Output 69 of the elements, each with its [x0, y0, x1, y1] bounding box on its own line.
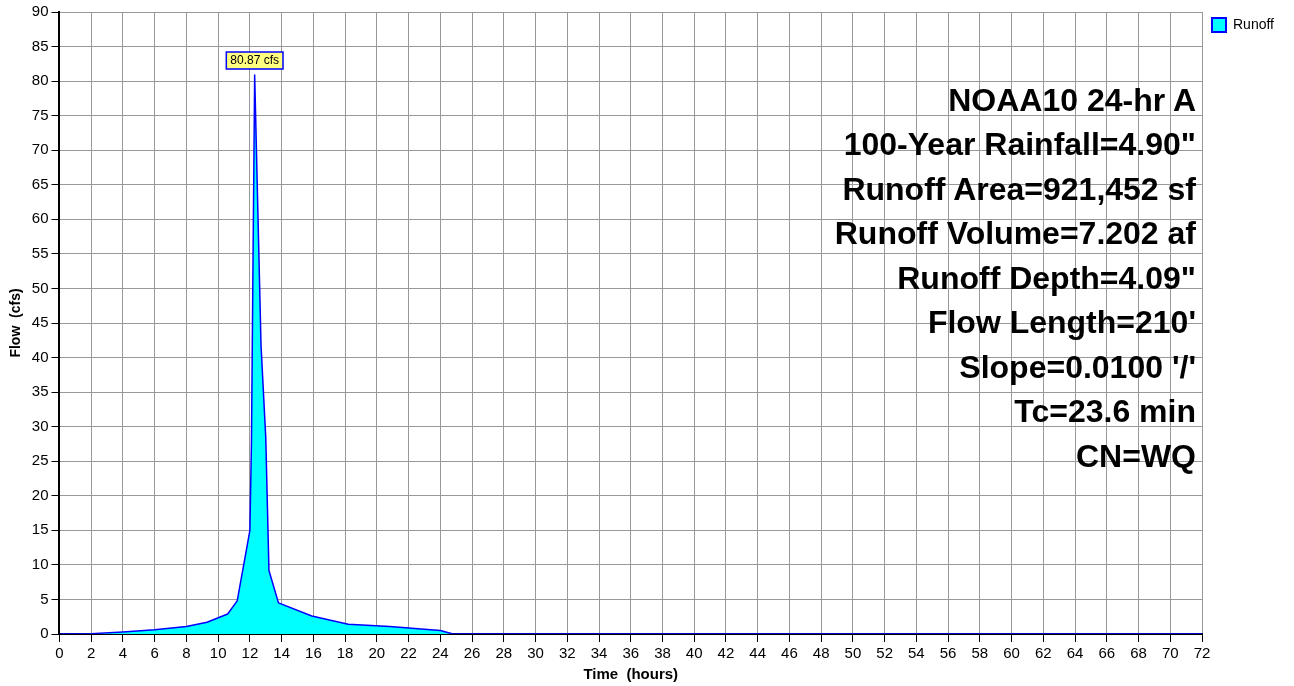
x-tick-label: 14 [273, 644, 290, 662]
x-axis-title: Time (hours) [583, 665, 679, 683]
x-tick-label: 52 [876, 644, 893, 662]
x-tick-label: 38 [654, 644, 671, 662]
y-tick-label: 40 [31, 347, 49, 365]
x-tick-label: 10 [209, 644, 227, 662]
y-tick-label: 45 [31, 313, 49, 331]
y-tick-label: 55 [31, 244, 49, 262]
annotation: Runoff Volume=7.202 af [834, 215, 1197, 252]
x-tick-label: 24 [431, 644, 449, 662]
x-tick-label: 26 [463, 644, 481, 662]
x-tick-label: 40 [685, 644, 703, 662]
x-tick-label: 46 [781, 644, 798, 662]
x-tick-label: 4 [118, 644, 128, 662]
x-tick-label: 8 [182, 644, 191, 662]
y-tick-label: 65 [31, 174, 49, 192]
x-tick-label: 34 [590, 644, 608, 662]
y-tick-label: 15 [31, 520, 49, 538]
x-tick-label: 48 [812, 644, 830, 662]
x-tick-label: 66 [1098, 644, 1116, 662]
x-tick-label: 32 [558, 644, 576, 662]
x-tick-label: 72 [1193, 644, 1211, 662]
y-tick-label: 85 [31, 36, 49, 54]
x-tick-label: 36 [622, 644, 640, 662]
annotation: Tc=23.6 min [1014, 393, 1196, 430]
y-tick-label: 30 [31, 416, 49, 434]
x-tick-label: 28 [495, 644, 513, 662]
y-axis-title: Flow (cfs) [7, 288, 24, 358]
x-tick-label: 2 [87, 644, 96, 662]
y-tick-label: 20 [31, 485, 49, 503]
x-tick-label: 50 [844, 644, 862, 662]
annotation: CN=WQ [1076, 437, 1196, 474]
annotation: 100-Year Rainfall=4.90" [843, 126, 1196, 163]
x-tick-label: 12 [241, 644, 259, 662]
legend-label: Runoff [1233, 15, 1275, 32]
x-tick-label: 16 [305, 644, 322, 662]
y-tick-label: 90 [31, 2, 49, 20]
y-tick-label: 80 [31, 71, 49, 89]
annotation: Slope=0.0100 '/' [959, 348, 1196, 385]
annotation: 80.87 cfs [230, 53, 280, 68]
x-tick-label: 20 [368, 644, 386, 662]
y-tick-label: 70 [31, 140, 49, 158]
x-tick-label: 0 [55, 644, 64, 662]
x-tick-label: 62 [1034, 644, 1052, 662]
x-tick-label: 64 [1066, 644, 1084, 662]
y-tick-label: 25 [31, 451, 49, 469]
x-tick-label: 60 [1003, 644, 1020, 662]
annotation: Flow Length=210' [927, 304, 1196, 341]
x-tick-label: 18 [336, 644, 354, 662]
annotation: NOAA10 24-hr A [948, 81, 1196, 118]
x-tick-label: 54 [908, 644, 925, 662]
x-tick-label: 30 [527, 644, 544, 662]
y-tick-label: 35 [31, 382, 49, 400]
x-tick-label: 68 [1130, 644, 1147, 662]
x-tick-label: 58 [971, 644, 989, 662]
x-tick-label: 44 [749, 644, 767, 662]
x-tick-label: 22 [400, 644, 417, 662]
y-tick-label: 75 [31, 105, 49, 123]
x-tick-label: 6 [150, 644, 159, 662]
y-tick-label: 0 [40, 624, 49, 642]
y-tick-label: 50 [31, 278, 49, 296]
annotation: Runoff Area=921,452 sf [842, 170, 1197, 207]
x-tick-label: 42 [717, 644, 735, 662]
y-tick-label: 5 [40, 589, 49, 607]
annotation: Runoff Depth=4.09" [897, 259, 1196, 296]
y-tick-label: 10 [31, 555, 49, 573]
y-tick-label: 60 [31, 209, 49, 227]
x-tick-label: 70 [1161, 644, 1179, 662]
x-tick-label: 56 [939, 644, 957, 662]
